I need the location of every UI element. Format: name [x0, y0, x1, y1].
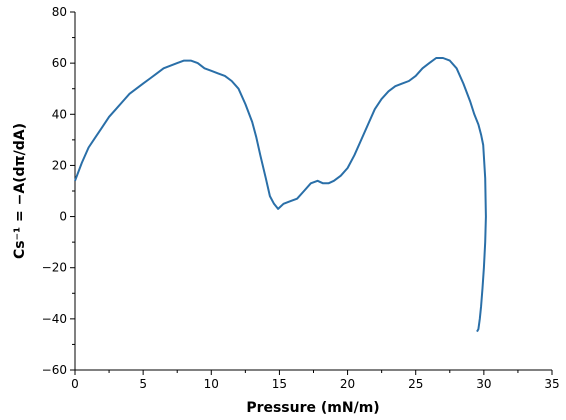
y-axis-label: Cs⁻¹ = −A(dπ/dA): [12, 123, 28, 259]
y-tick-label: 20: [52, 158, 67, 172]
y-tick-label: 0: [59, 210, 67, 224]
x-tick-label: 15: [272, 377, 287, 391]
x-tick-label: 20: [340, 377, 355, 391]
x-tick-label: 0: [71, 377, 79, 391]
series-line: [74, 57, 487, 333]
x-tick-label: 25: [408, 377, 423, 391]
y-tick-label: −60: [42, 363, 67, 377]
y-tick-label: −20: [42, 261, 67, 275]
x-tick-label: 5: [139, 377, 147, 391]
x-tick-label: 35: [544, 377, 559, 391]
x-axis-ticks: 0 5 10 15 20 25 30 35: [71, 370, 560, 391]
y-tick-label: 40: [52, 107, 67, 121]
x-tick-label: 30: [476, 377, 491, 391]
series-layer: [74, 57, 487, 333]
y-axis-ticks: −60 −40 −20 0 20 40 60 80: [42, 5, 75, 377]
x-axis-label: Pressure (mN/m): [246, 400, 379, 416]
y-tick-label: 80: [52, 5, 67, 19]
y-tick-label: −40: [42, 312, 67, 326]
x-tick-label: 10: [204, 377, 219, 391]
y-tick-label: 60: [52, 56, 67, 70]
